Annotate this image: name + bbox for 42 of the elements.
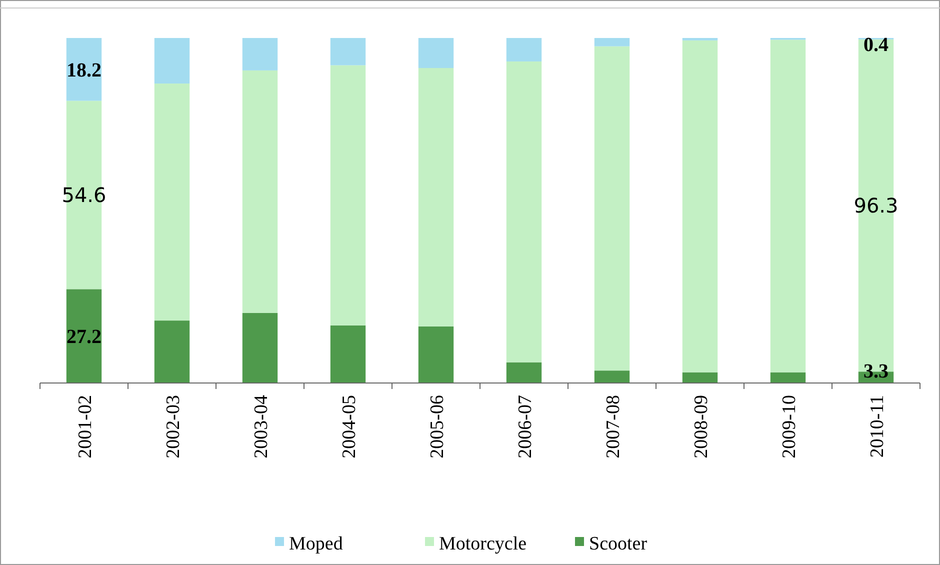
data-label: 96.3 [854, 193, 898, 218]
bar [594, 46, 630, 371]
x-tick-label: 2004-05 [339, 395, 360, 458]
legend-label: Scooter [589, 534, 648, 555]
x-tick-label: 2006-07 [515, 395, 536, 458]
x-tick-label: 2001-02 [75, 395, 96, 458]
bar [66, 38, 102, 101]
data-label: 27.2 [66, 326, 102, 348]
bar [770, 40, 806, 372]
x-tick-label: 2007-08 [603, 395, 624, 458]
bar [682, 40, 718, 372]
bar [506, 362, 542, 383]
bar [242, 38, 278, 70]
data-label: 54.6 [62, 182, 106, 207]
x-tick-label: 2009-10 [779, 395, 800, 458]
bar [154, 320, 190, 383]
bar [418, 326, 454, 383]
x-tick-label: 2002-03 [163, 395, 184, 458]
bar [682, 372, 718, 383]
bar [594, 38, 630, 46]
bar [330, 65, 366, 326]
data-label: 18.2 [66, 59, 102, 82]
bar [506, 61, 542, 362]
legend-label: Moped [289, 534, 344, 555]
bar [506, 38, 542, 62]
bar [330, 38, 366, 66]
x-tick-label: 2010-11 [867, 395, 888, 458]
x-tick-label: 2003-04 [251, 394, 272, 458]
bar [66, 289, 102, 383]
bar [330, 325, 366, 383]
bar [154, 84, 190, 321]
legend-label: Motorcycle [439, 534, 527, 555]
x-tick-label: 2008-09 [691, 395, 712, 458]
bar [770, 372, 806, 383]
bar [418, 68, 454, 326]
data-label: 0.4 [864, 34, 888, 56]
bar [594, 370, 630, 383]
bar [242, 70, 278, 313]
bar [154, 38, 190, 84]
x-tick-label: 2005-06 [427, 395, 448, 458]
bar [242, 312, 278, 383]
bar [418, 38, 454, 68]
